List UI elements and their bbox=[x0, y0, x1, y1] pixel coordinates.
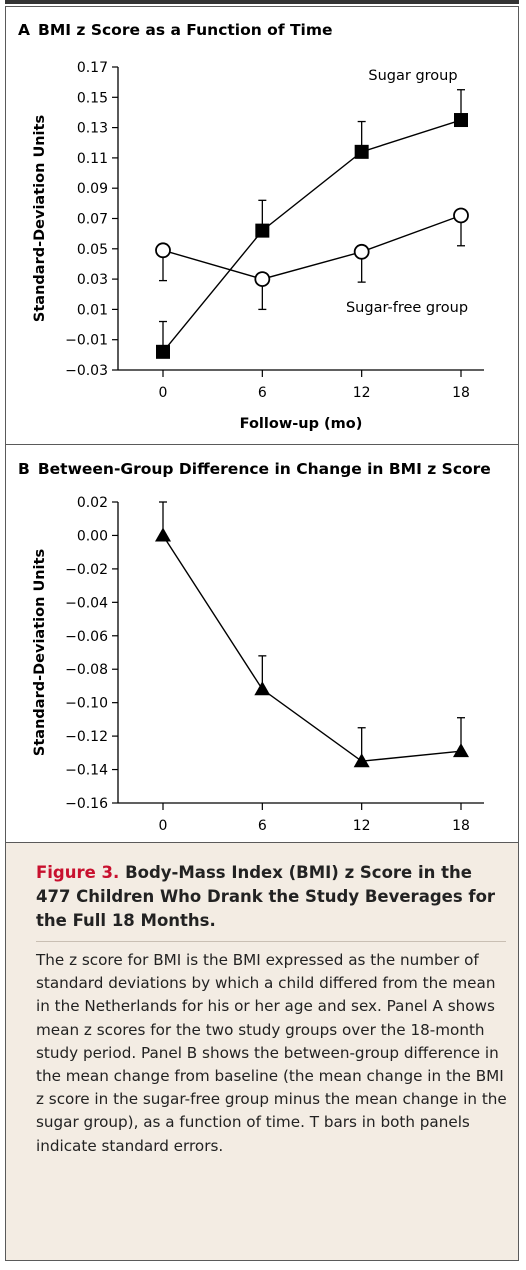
chart-b-x-tick-label: 12 bbox=[353, 818, 371, 834]
caption-body: The z score for BMI is the BMI expressed… bbox=[36, 951, 507, 1155]
panel-b-letter: B bbox=[18, 460, 30, 478]
chart-a-x-tick-label: 6 bbox=[258, 385, 267, 401]
panel-a-title: A BMI z Score as a Function of Time bbox=[18, 21, 333, 39]
chart-a-point-circle bbox=[254, 271, 271, 288]
chart-a: −0.03 −0.01 0.01 0.03 0.05 0.07 0.09 0.11 0.13 0.… bbox=[32, 60, 484, 432]
caption-divider bbox=[36, 941, 506, 942]
chart-a-y-tick-label: 0.11 bbox=[77, 151, 108, 167]
chart-b-y-tick-label: −0.16 bbox=[65, 796, 108, 812]
chart-b-y-tick-label: −0.02 bbox=[65, 562, 108, 578]
chart-a-y-tick-label: −0.03 bbox=[65, 363, 108, 379]
panel-b: B Between-Group Difference in Change in B… bbox=[6, 446, 518, 841]
chart-b-point-triangle bbox=[254, 681, 271, 696]
chart-b-y-tick-label: −0.14 bbox=[65, 763, 108, 779]
chart-b-x-tick-label: 18 bbox=[452, 818, 470, 834]
caption-title: Figure 3. Body-Mass Index (BMI) z Score … bbox=[36, 861, 506, 933]
panel-a: A BMI z Score as a Function of Time −0.03… bbox=[6, 7, 518, 445]
chart-a-x-tick-label: 18 bbox=[452, 385, 470, 401]
chart-a-y-tick-label: 0.13 bbox=[77, 121, 108, 137]
chart-b-y-tick-label: −0.04 bbox=[65, 595, 108, 611]
chart-b-point-triangle bbox=[155, 527, 171, 542]
chart-b-y-tick-label: −0.12 bbox=[65, 729, 108, 745]
chart-a-y-tick-label: 0.01 bbox=[77, 302, 108, 318]
chart-b-y-tick-label: −0.08 bbox=[65, 662, 108, 678]
chart-b-series-line bbox=[162, 535, 462, 762]
chart-a-x-tick-label: 12 bbox=[353, 385, 371, 401]
chart-a-point-square bbox=[454, 113, 468, 128]
chart-b-point-triangle bbox=[353, 753, 370, 768]
chart-a-y-tick-label: 0.09 bbox=[77, 181, 108, 197]
chart-a-y-tick-label: 0.15 bbox=[77, 90, 108, 106]
chart-a-point-circle bbox=[453, 207, 469, 224]
chart-b-x-tick-label: 0 bbox=[159, 818, 168, 834]
chart-a-x-tick-label: 0 bbox=[159, 385, 168, 401]
chart-b-y-axis-label: Standard-Deviation Units bbox=[32, 549, 48, 756]
chart-a-x-axis-label: Follow-up (mo) bbox=[240, 416, 363, 432]
chart-a-series-line bbox=[162, 214, 462, 280]
panel-a-letter: A bbox=[18, 21, 30, 39]
chart-b-y-tick-label: 0.02 bbox=[77, 495, 108, 511]
chart-a-series-label: Sugar group bbox=[368, 68, 457, 84]
chart-a-point-circle bbox=[155, 242, 171, 259]
chart-a-y-tick-label: 0.03 bbox=[77, 272, 108, 288]
chart-a-point-square bbox=[156, 344, 170, 359]
chart-a-point-circle bbox=[353, 243, 370, 260]
top-rule bbox=[5, 0, 519, 4]
chart-a-point-square bbox=[255, 223, 270, 238]
chart-a-y-tick-label: 0.17 bbox=[77, 60, 108, 76]
chart-b-y-tick-label: −0.06 bbox=[65, 629, 108, 645]
chart-a-y-tick-label: −0.01 bbox=[65, 333, 108, 349]
chart-b: −0.16 −0.14 −0.12 −0.10 −0.08 −0.06 −0.04 −0.02… bbox=[32, 495, 484, 834]
figure-label: Figure 3. bbox=[36, 863, 120, 882]
chart-a-series-label: Sugar-free group bbox=[346, 300, 468, 316]
panel-b-title: B Between-Group Difference in Change in B… bbox=[18, 460, 491, 478]
panel-b-title-text: Between-Group Difference in Change in BM… bbox=[37, 460, 491, 478]
chart-a-y-tick-label: 0.05 bbox=[77, 242, 108, 258]
chart-b-x-tick-label: 6 bbox=[258, 818, 267, 834]
chart-a-y-axis-label: Standard-Deviation Units bbox=[32, 115, 48, 322]
caption-title-text: Body-Mass Index (BMI) z Score in the 477… bbox=[36, 863, 496, 930]
chart-a-y-tick-label: 0.07 bbox=[77, 212, 108, 228]
panel-a-title-text: BMI z Score as a Function of Time bbox=[38, 21, 333, 39]
chart-b-y-tick-label: 0.00 bbox=[77, 528, 108, 544]
figure-caption: Figure 3. Body-Mass Index (BMI) z Score … bbox=[6, 842, 518, 1260]
chart-b-point-triangle bbox=[453, 743, 469, 758]
chart-a-point-square bbox=[354, 144, 369, 159]
chart-a-series-line bbox=[162, 119, 462, 353]
chart-b-y-tick-label: −0.10 bbox=[65, 696, 108, 712]
